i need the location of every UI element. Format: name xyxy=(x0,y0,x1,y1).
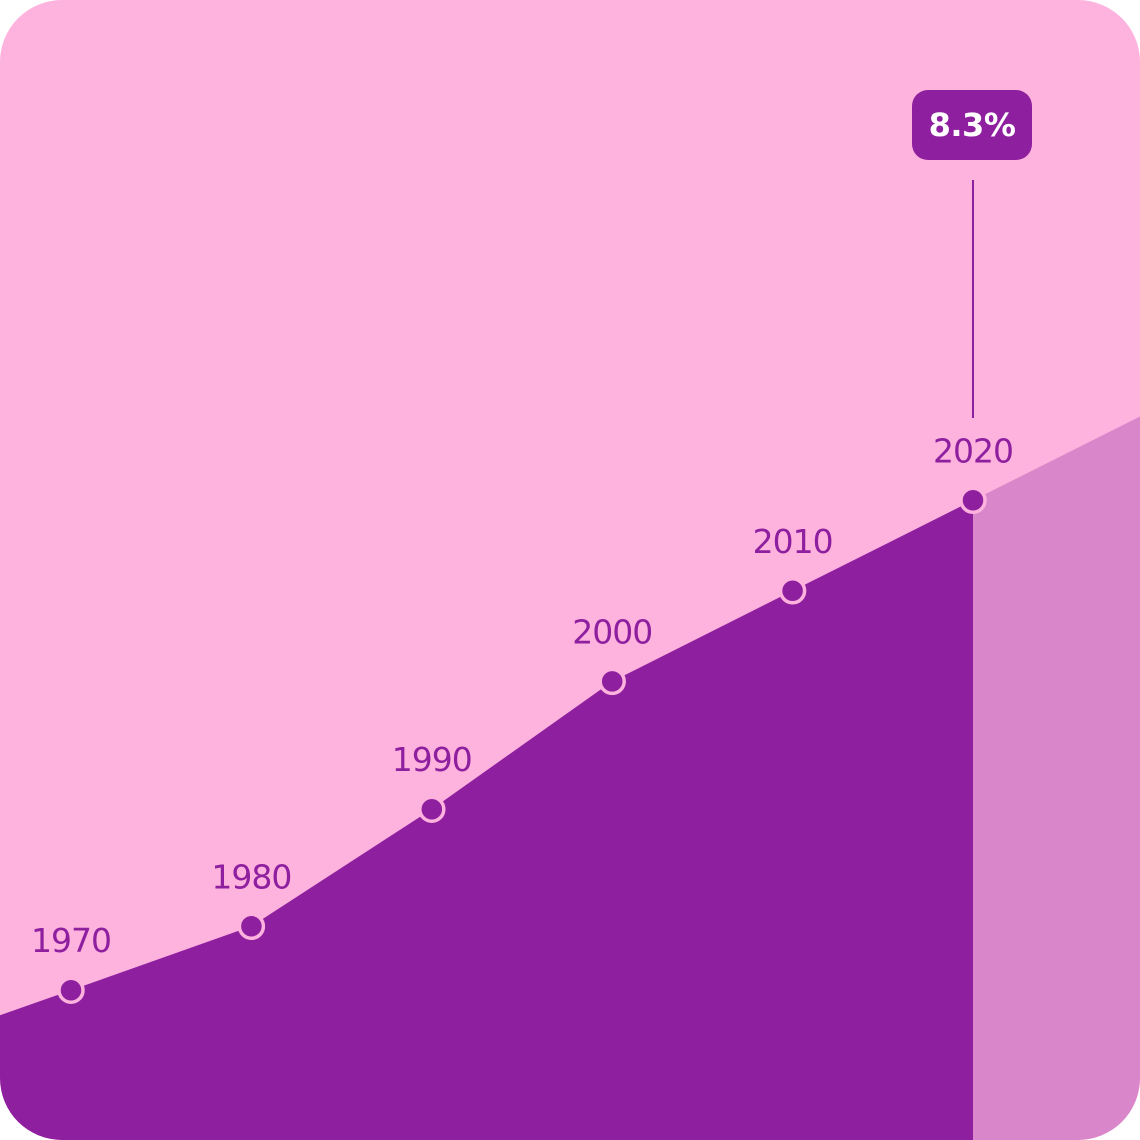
data-point-1970 xyxy=(57,976,85,1004)
data-point-2020 xyxy=(959,486,987,515)
data-point-1990 xyxy=(418,795,446,823)
value-callout-badge: 8.3% xyxy=(912,90,1032,160)
x-label-2010: 2010 xyxy=(753,522,833,561)
data-point-1980 xyxy=(237,912,266,941)
projection-area xyxy=(973,416,1140,1140)
data-point-2010 xyxy=(778,577,807,605)
x-label-2020: 2020 xyxy=(933,431,1013,470)
x-label-1980: 1980 xyxy=(211,857,291,896)
x-label-1970: 1970 xyxy=(31,921,111,960)
x-label-1990: 1990 xyxy=(392,740,472,779)
data-points xyxy=(57,486,987,1004)
data-point-2000 xyxy=(598,667,626,696)
x-labels: 1970 1980 1990 2000 2010 2020 xyxy=(31,431,1014,960)
history-area xyxy=(0,500,973,1140)
x-label-2000: 2000 xyxy=(572,612,652,651)
